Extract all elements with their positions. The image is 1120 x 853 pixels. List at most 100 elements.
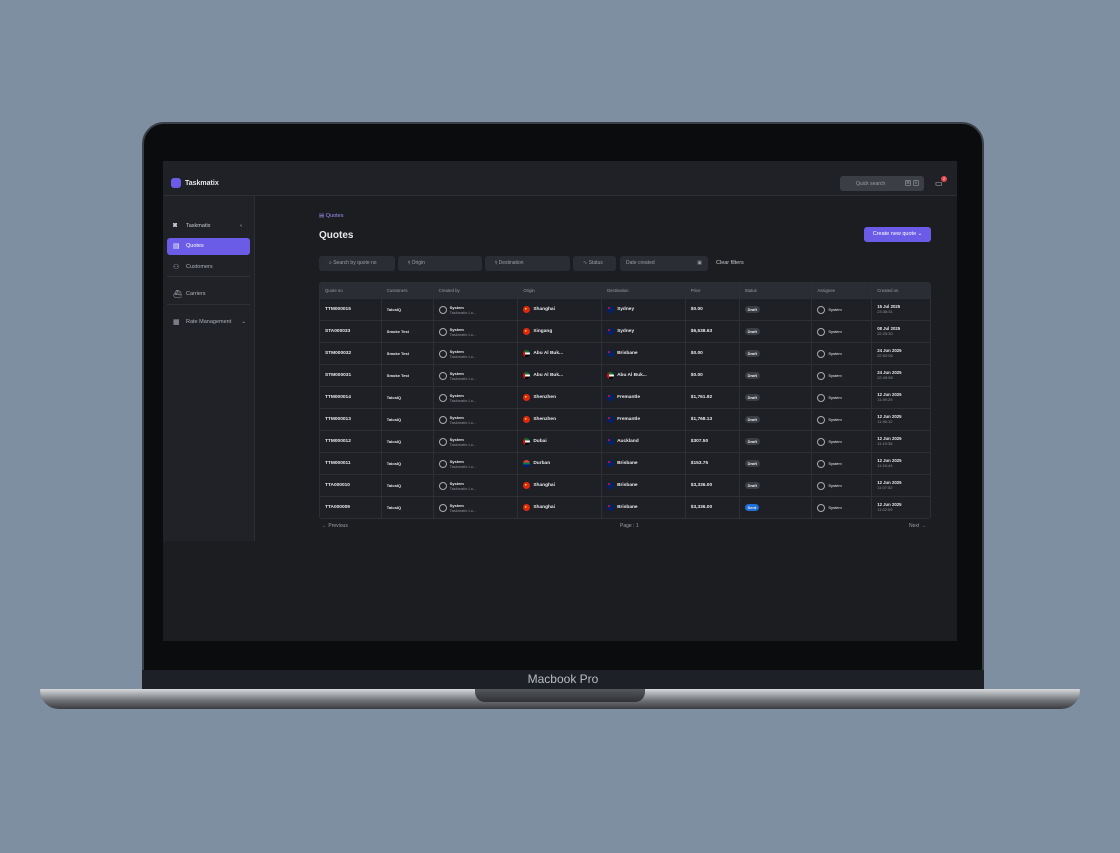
column-header[interactable]: Origin <box>518 283 603 298</box>
column-header[interactable]: Customers <box>382 283 434 298</box>
destination: Fremantle <box>602 409 686 430</box>
customer: TalosIQ <box>382 299 434 320</box>
price: $153.75 <box>686 453 740 474</box>
creator-org: Taskmatix Lo... <box>449 353 477 359</box>
create-quote-button[interactable]: Create new quote ⌄ <box>864 227 931 242</box>
column-header[interactable]: Assignee <box>812 283 873 298</box>
table-row[interactable]: TTM000015 TalosIQ System Taskmatix Lo... … <box>320 298 930 320</box>
date-filter[interactable]: Date created ▣ <box>620 256 708 271</box>
destination: Fremantle <box>602 387 686 408</box>
table-row[interactable]: TTM000013 TalosIQ System Taskmatix Lo... … <box>320 408 930 430</box>
logo-icon: ◙ <box>173 222 178 229</box>
price: $6,538.63 <box>686 321 740 342</box>
sidebar-item-customers[interactable]: ⚇ Customers <box>167 259 250 276</box>
workspace-switcher[interactable]: ◙ Taskmatix ‹ <box>167 218 250 235</box>
k-key: K <box>913 180 919 186</box>
created-on: 12 Jun 2025 11:07:52 <box>872 475 930 496</box>
assignee: System <box>812 387 873 408</box>
price: $307.50 <box>686 431 740 452</box>
quote-no[interactable]: STA000033 <box>320 321 382 342</box>
created-by: System Taskmatix Lo... <box>434 321 519 342</box>
created-on: 12 Jun 2025 11:46:12 <box>872 409 930 430</box>
destination-name: Sydney <box>617 307 635 312</box>
column-header[interactable]: Price <box>686 283 740 298</box>
created-on: 12 Jun 2025 11:19:38 <box>872 431 930 452</box>
created-by: System Taskmatix Lo... <box>434 431 519 452</box>
table-row[interactable]: TTM000014 TalosIQ System Taskmatix Lo... … <box>320 386 930 408</box>
page-title: Quotes <box>319 230 354 241</box>
status: Draft <box>740 475 813 496</box>
table-row[interactable]: STM000031 Smoke Test System Taskmatix Lo.… <box>320 364 930 386</box>
column-header[interactable]: Quote no <box>320 283 382 298</box>
column-header[interactable]: Created on <box>877 288 899 293</box>
table-row[interactable]: TTM000011 TalosIQ System Taskmatix Lo... … <box>320 452 930 474</box>
created-by: System Taskmatix Lo... <box>434 365 519 386</box>
table-row[interactable]: TTM000012 TalosIQ System Taskmatix Lo... … <box>320 430 930 452</box>
quote-no[interactable]: STM000031 <box>320 365 382 386</box>
quote-no[interactable]: TTM000014 <box>320 387 382 408</box>
origin-name: Shanghai <box>533 505 555 510</box>
placeholder: Search by quote no <box>333 260 377 266</box>
table-row[interactable]: STM000032 Smoke Test System Taskmatix Lo.… <box>320 342 930 364</box>
time: 23:38:31 <box>877 309 893 314</box>
next-button[interactable]: Next → <box>909 523 926 529</box>
price: $1,761.92 <box>686 387 740 408</box>
chat-icon[interactable]: ▭ <box>935 179 943 188</box>
destination: Brisbane <box>602 497 686 518</box>
assignee-name: System <box>828 417 842 422</box>
column-header[interactable]: Destination <box>602 283 686 298</box>
search-input[interactable]: ⌕ Search by quote no <box>319 256 395 271</box>
origin-filter[interactable]: ⫯ Origin <box>398 256 482 271</box>
sidebar-item-carriers[interactable]: ⛴ Carriers <box>167 286 250 303</box>
clear-filters-button[interactable]: Clear filters <box>716 260 744 266</box>
calculator-icon: ▦ <box>173 319 180 326</box>
collapse-icon[interactable]: ‹ <box>240 223 242 229</box>
created-by: System Taskmatix Lo... <box>434 299 519 320</box>
column-header[interactable]: Status <box>740 283 813 298</box>
flag-icon <box>607 372 615 379</box>
creator-name: System <box>449 326 464 332</box>
breadcrumb[interactable]: ▤ Quotes <box>319 213 344 219</box>
customer: TalosIQ <box>382 475 434 496</box>
creator-name: System <box>449 370 464 376</box>
table-row[interactable]: STA000033 Smoke Test System Taskmatix Lo.… <box>320 320 930 342</box>
destination: Sydney <box>602 321 686 342</box>
previous-button[interactable]: ← Previous <box>322 523 348 529</box>
quote-no[interactable]: TTA000010 <box>320 475 382 496</box>
app-logo[interactable]: Taskmatix <box>171 178 219 188</box>
destination-name: Brisbane <box>617 483 638 488</box>
flag-icon <box>523 306 531 313</box>
column-header[interactable]: Created by <box>434 283 519 298</box>
status-filter[interactable]: ∿ Status <box>573 256 616 271</box>
table-row[interactable]: TTA000010 TalosIQ System Taskmatix Lo... … <box>320 474 930 496</box>
user-avatar-icon <box>438 437 447 446</box>
quote-no[interactable]: TTM000011 <box>320 453 382 474</box>
flag-icon <box>607 460 615 467</box>
date: 24 Jun 2025 <box>877 370 902 375</box>
quick-search-label: Quick search <box>856 181 886 187</box>
quote-no[interactable]: TTM000012 <box>320 431 382 452</box>
ship-icon: ⛴ <box>173 291 182 298</box>
user-avatar-icon <box>817 393 826 402</box>
logo-icon <box>171 178 181 188</box>
user-avatar-icon <box>817 305 826 314</box>
quote-no[interactable]: TTA000009 <box>320 497 382 518</box>
assignee: System <box>812 453 873 474</box>
destination-filter[interactable]: ⫯ Destination <box>485 256 570 271</box>
quotes-table: Quote no Customers Created by Origin Destina… <box>319 282 931 519</box>
creator-org: Taskmatix Lo... <box>449 331 477 337</box>
sidebar-item-rate-management[interactable]: ▦ Rate Management ⌄ <box>167 314 250 331</box>
sidebar-item-quotes[interactable]: ▤ Quotes <box>167 238 250 255</box>
quote-no[interactable]: TTM000015 <box>320 299 382 320</box>
table-row[interactable]: TTA000009 TalosIQ System Taskmatix Lo... … <box>320 496 930 518</box>
calendar-icon: ▣ <box>697 260 702 266</box>
sidebar: ◙ Taskmatix ‹ ▤ Quotes ⚇ Customers ⛴ Carriers… <box>163 196 255 541</box>
breadcrumb-label: Quotes <box>325 213 344 219</box>
quick-search[interactable]: Quick search ⌘ K <box>840 176 924 191</box>
quote-no[interactable]: TTM000013 <box>320 409 382 430</box>
assignee-name: System <box>828 351 842 356</box>
quote-no[interactable]: STM000032 <box>320 343 382 364</box>
customer: Smoke Test <box>382 321 434 342</box>
table-header: Quote no Customers Created by Origin Destina… <box>320 283 930 298</box>
destination-name: Sydney <box>617 329 635 334</box>
